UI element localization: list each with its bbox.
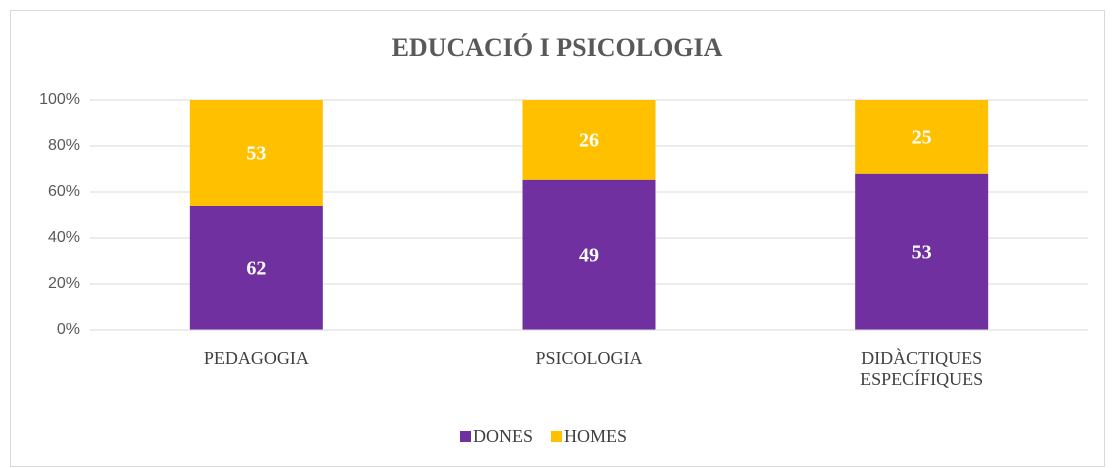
data-label: 49 — [579, 244, 599, 266]
data-label: 53 — [912, 241, 932, 263]
data-label: 62 — [246, 258, 266, 280]
legend-swatch — [551, 431, 563, 442]
bar-segment — [522, 100, 656, 180]
data-label: 26 — [579, 129, 599, 151]
y-tick-label: 60% — [48, 183, 80, 200]
bar-segment — [189, 206, 323, 330]
legend-label: DONES — [473, 426, 533, 446]
legend-label: HOMES — [564, 426, 627, 446]
y-tick-label: 80% — [48, 137, 80, 154]
y-tick-label: 0% — [57, 321, 80, 338]
x-tick-label: DIDÀCTIQUES ESPECÍFIQUES — [860, 348, 984, 389]
x-tick-label: PSICOLOGIA — [535, 348, 643, 368]
y-tick-label: 40% — [48, 229, 80, 246]
bar-segment — [855, 173, 989, 330]
y-tick-label: 100% — [39, 91, 80, 108]
y-tick-label: 20% — [48, 275, 80, 292]
data-label: 53 — [246, 143, 266, 165]
data-label: 25 — [912, 126, 932, 148]
chart-title: EDUCACIÓ I PSICOLOGIA — [392, 33, 723, 62]
legend-swatch — [460, 431, 471, 442]
x-tick-label: PEDAGOGIA — [203, 348, 309, 368]
bar-segment — [189, 100, 323, 206]
bar-segment — [522, 179, 656, 330]
bar-segment — [855, 100, 989, 174]
